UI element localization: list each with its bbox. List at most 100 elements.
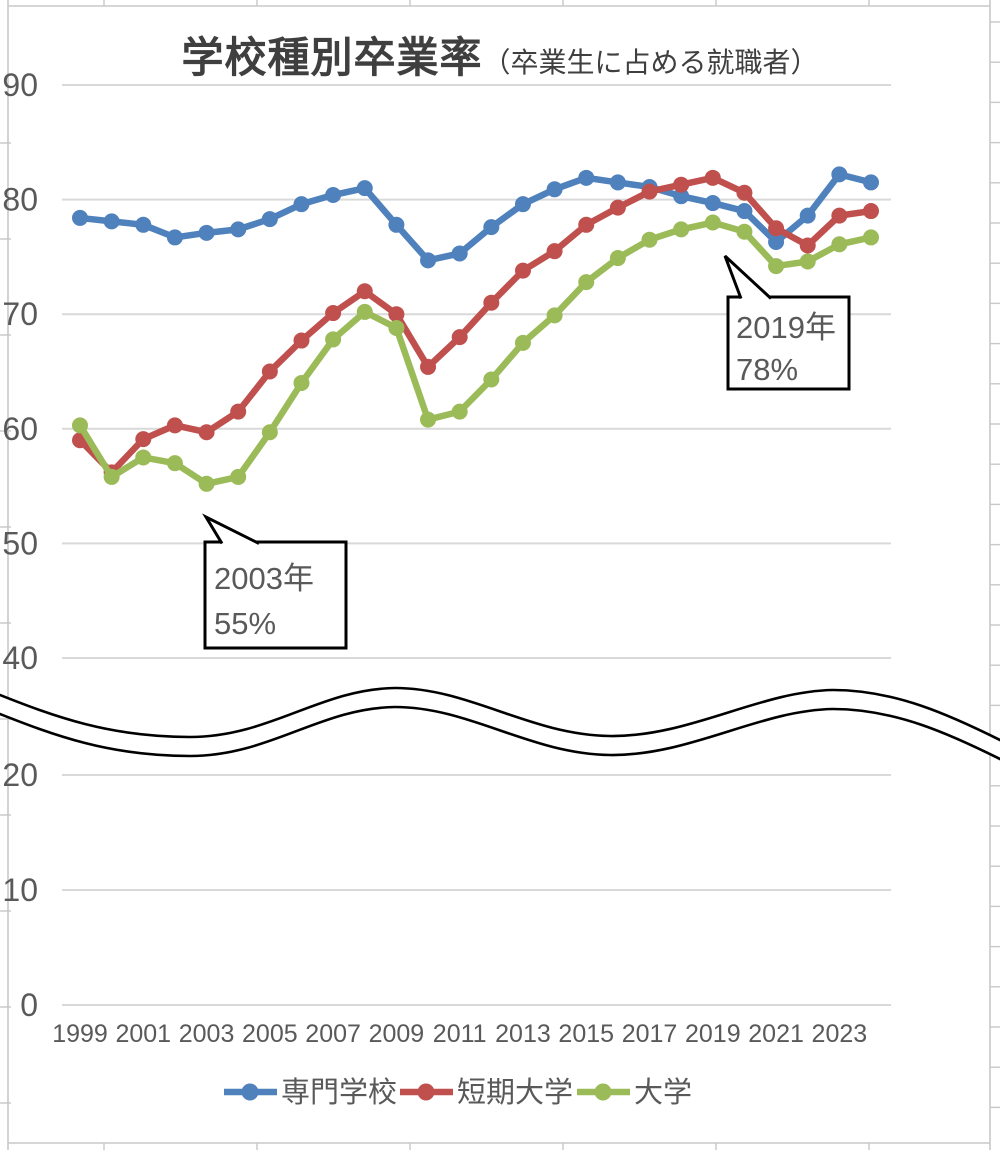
data-point-0-2021 <box>768 234 785 251</box>
data-point-2-2008 <box>356 303 373 320</box>
data-point-1-2018 <box>673 176 690 193</box>
data-point-0-2015 <box>578 169 595 186</box>
data-point-2-2019 <box>704 214 721 231</box>
axis-break-bottom-line <box>0 705 1000 761</box>
x-axis-label-2021: 2021 <box>748 1020 804 1048</box>
callout-tail-1 <box>723 254 773 300</box>
data-point-2-2017 <box>641 231 658 248</box>
callout-tail-0 <box>202 513 260 545</box>
data-point-0-2019 <box>704 195 721 212</box>
data-point-0-2008 <box>356 180 373 197</box>
legend-marker-1 <box>417 1083 435 1101</box>
data-point-1-2014 <box>546 243 563 260</box>
y-axis-label-60: 60 <box>2 411 38 447</box>
data-point-0-2012 <box>483 219 500 236</box>
data-point-1-2008 <box>356 283 373 300</box>
data-point-2-2004 <box>230 468 247 485</box>
data-point-2-2003 <box>198 475 215 492</box>
data-point-1-2019 <box>704 169 721 186</box>
plot-area: 90 80 70 60 50 40 20 10 0 1999 2001 2003 2005 2007 200… <box>2 67 891 1109</box>
data-point-2-2013 <box>514 334 531 351</box>
callout-text-year-0: 2003年 <box>214 561 314 596</box>
y-axis-label-0: 0 <box>20 987 38 1023</box>
data-point-0-1999 <box>72 209 88 226</box>
y-axis-label-70: 70 <box>2 296 38 332</box>
axis-break-top-line <box>0 686 1000 742</box>
data-point-0-2002 <box>166 229 183 246</box>
axis-break-wave <box>0 686 1000 761</box>
data-point-0-2000 <box>103 213 120 230</box>
data-point-0-2007 <box>325 187 342 204</box>
data-point-0-2018 <box>673 188 690 205</box>
data-point-1-2001 <box>135 431 152 448</box>
data-point-0-2016 <box>609 174 626 191</box>
data-point-2-2016 <box>609 250 626 267</box>
chart-title-main: 学校種別卒業率 <box>181 34 483 81</box>
y-axis-label-10: 10 <box>2 872 38 908</box>
data-point-1-2005 <box>261 363 278 380</box>
data-point-0-2023 <box>831 166 848 183</box>
x-axis-label-2015: 2015 <box>558 1020 614 1048</box>
data-point-1-2024 <box>863 203 879 220</box>
callout-annotations: 2003年 55% 2019年 78% <box>202 254 851 650</box>
data-point-2-2001 <box>135 449 152 466</box>
callout-text-year-1: 2019年 <box>736 310 836 345</box>
data-point-2-2014 <box>546 307 563 324</box>
data-point-2-2006 <box>293 374 310 391</box>
x-axis-label-2013: 2013 <box>495 1020 551 1048</box>
y-axis-label-80: 80 <box>2 182 38 218</box>
x-axis-label-2011: 2011 <box>433 1020 487 1048</box>
data-point-2-2000 <box>103 468 120 485</box>
chart-title: 学校種別卒業率（卒業生に占める就職者） <box>0 24 1000 85</box>
data-point-0-2011 <box>451 245 468 262</box>
y-axis-label-90: 90 <box>2 67 38 103</box>
x-axis-label-2005: 2005 <box>242 1020 298 1048</box>
data-point-0-2003 <box>198 224 215 241</box>
callout-text-value-0: 55% <box>214 606 276 641</box>
data-point-2-2002 <box>166 455 183 472</box>
legend-label-1: 短期大学 <box>457 1076 573 1109</box>
data-point-0-2024 <box>863 174 879 191</box>
data-point-0-2001 <box>135 216 152 233</box>
legend-marker-2 <box>594 1083 612 1101</box>
data-point-1-2012 <box>483 294 500 311</box>
x-axis-label-2001: 2001 <box>115 1020 171 1048</box>
data-point-1-2015 <box>578 216 595 233</box>
callout-box-1 <box>726 295 851 391</box>
x-axis-label-2007: 2007 <box>305 1020 361 1048</box>
y-axis-label-50: 50 <box>2 525 38 561</box>
data-point-2-2015 <box>578 274 595 291</box>
data-point-2-2012 <box>483 371 500 388</box>
data-point-1-2022 <box>799 237 816 254</box>
x-axis-label-2023: 2023 <box>812 1020 868 1048</box>
data-point-0-2022 <box>799 207 816 224</box>
data-point-1-2006 <box>293 332 310 349</box>
data-point-2-2022 <box>799 253 816 270</box>
x-axis-label-1999: 1999 <box>52 1020 108 1048</box>
data-point-2-2021 <box>768 258 785 275</box>
x-axis-label-2017: 2017 <box>622 1020 678 1048</box>
data-point-2-2023 <box>831 236 848 253</box>
data-point-1-2010 <box>420 358 437 375</box>
data-point-0-2004 <box>230 221 247 238</box>
data-point-1-2016 <box>609 199 626 216</box>
callout-text-value-1: 78% <box>736 352 798 387</box>
data-point-1-2011 <box>451 329 468 346</box>
data-point-2-2020 <box>736 223 753 240</box>
data-point-1-2009 <box>388 306 405 323</box>
y-axis-label-40: 40 <box>2 640 38 676</box>
legend-label-2: 大学 <box>634 1076 692 1109</box>
data-point-1-2020 <box>736 184 753 201</box>
x-axis-label-2003: 2003 <box>179 1020 235 1048</box>
data-point-1-2004 <box>230 403 247 420</box>
data-point-2-1999 <box>72 417 88 434</box>
axis-break-band <box>0 688 1000 760</box>
callout-box-0 <box>203 540 348 650</box>
data-point-1-2021 <box>768 220 785 237</box>
data-point-2-2018 <box>673 221 690 238</box>
data-point-1-2017 <box>641 183 658 200</box>
data-point-1-2003 <box>198 424 215 441</box>
data-point-1-2023 <box>831 207 848 224</box>
